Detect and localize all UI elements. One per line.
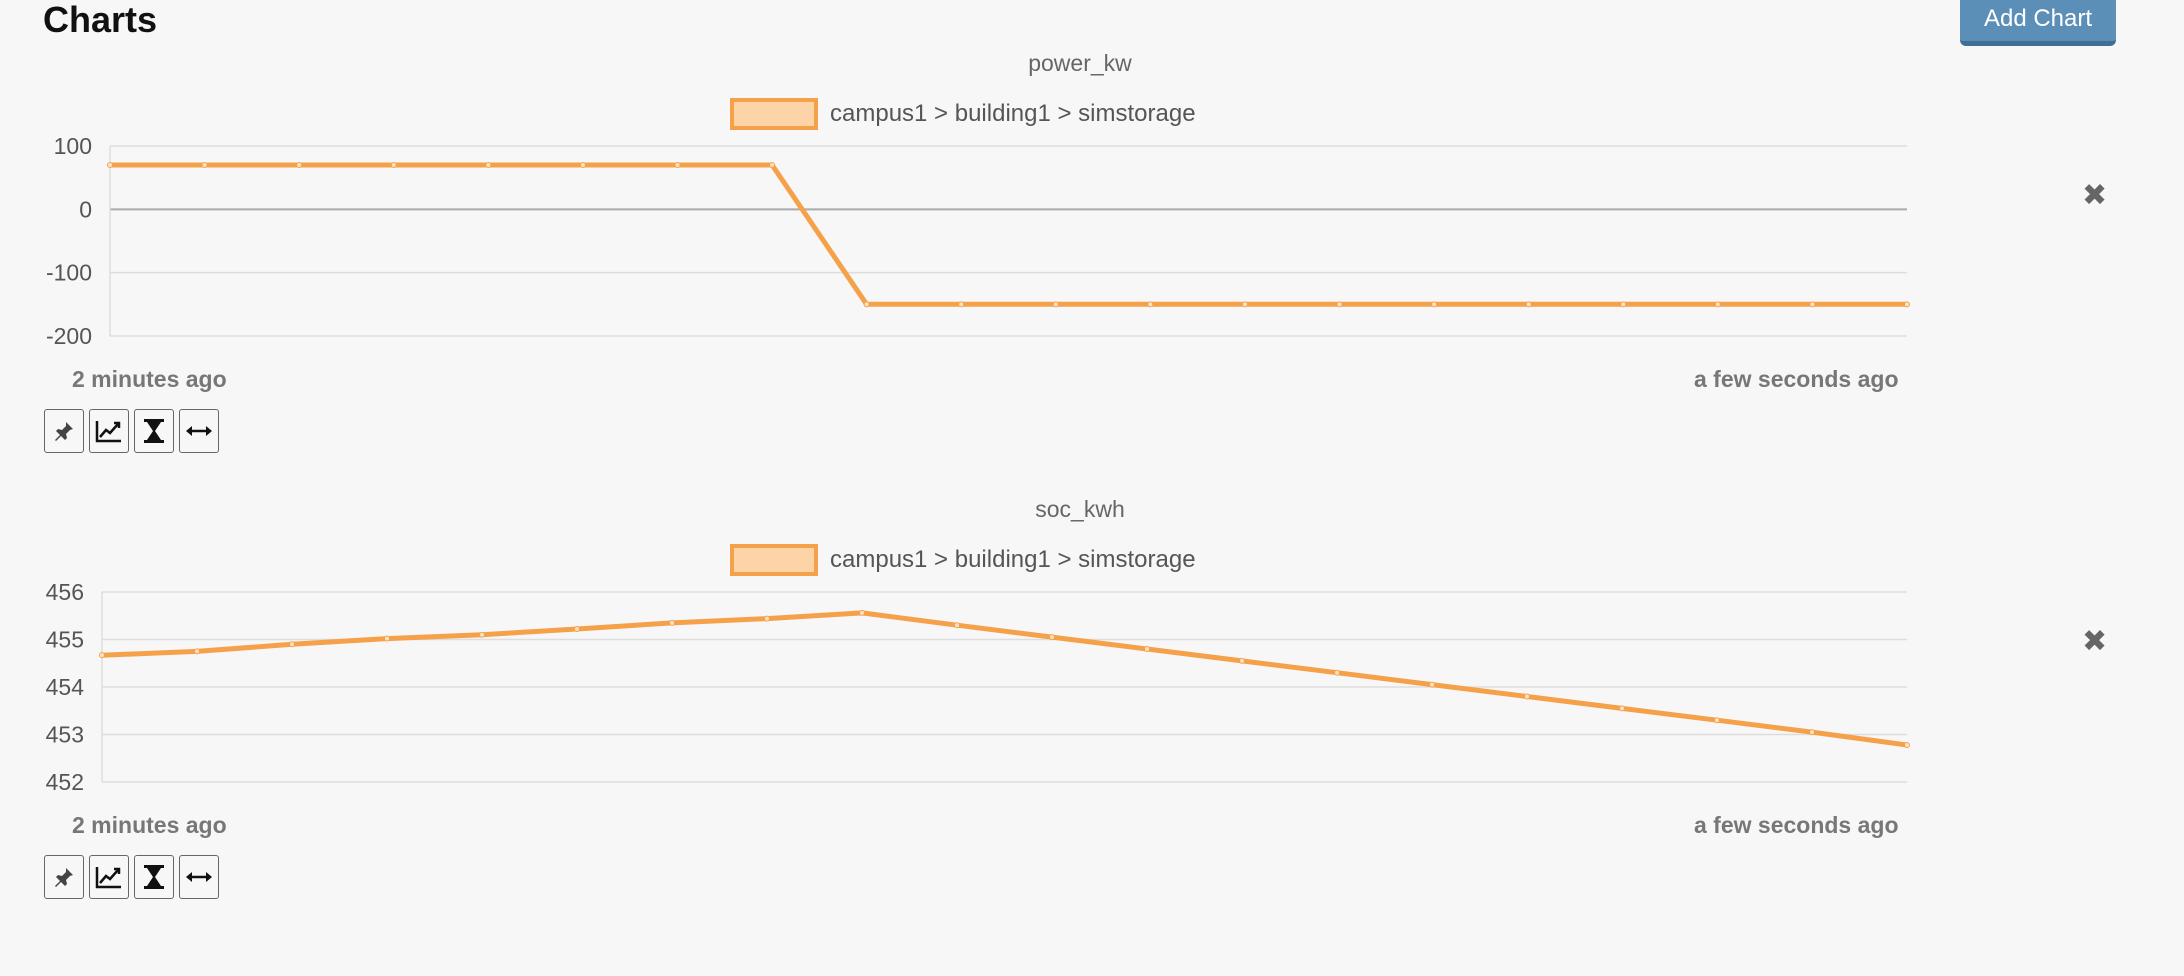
line-chart-icon bbox=[95, 867, 121, 889]
data-point bbox=[390, 162, 397, 168]
page-title: Charts bbox=[43, 0, 158, 40]
data-point bbox=[769, 162, 776, 168]
y-tick-label: 0 bbox=[79, 196, 92, 222]
data-point bbox=[1144, 646, 1150, 652]
data-point bbox=[1809, 729, 1815, 736]
resize-button[interactable] bbox=[179, 409, 219, 453]
data-point bbox=[485, 162, 492, 168]
chart-toolbar bbox=[44, 409, 219, 453]
y-tick-label: -100 bbox=[46, 260, 92, 286]
data-point bbox=[579, 162, 586, 168]
data-point bbox=[99, 652, 105, 659]
data-point bbox=[863, 301, 870, 308]
data-point bbox=[384, 635, 390, 642]
hourglass-button[interactable] bbox=[134, 409, 174, 453]
data-point bbox=[1714, 717, 1720, 724]
data-point bbox=[1524, 693, 1530, 700]
hourglass-button[interactable] bbox=[134, 855, 174, 899]
y-tick-label: 452 bbox=[46, 769, 84, 795]
series-line bbox=[110, 162, 1907, 307]
data-point bbox=[669, 619, 675, 626]
y-tick-label: -200 bbox=[46, 323, 92, 349]
data-point bbox=[1241, 301, 1248, 308]
line-chart[interactable]: 456 455 454 453 452 bbox=[0, 446, 2184, 926]
chart-title: power_kw bbox=[1028, 50, 1132, 76]
chart-legend[interactable]: campus1 > building1 > simstorage bbox=[730, 544, 1196, 576]
pin-button[interactable] bbox=[44, 855, 84, 899]
pin-button[interactable] bbox=[44, 409, 84, 453]
data-point bbox=[1336, 301, 1343, 308]
line-chart-button[interactable] bbox=[89, 409, 129, 453]
series-line bbox=[101, 610, 1908, 748]
legend-label: campus1 > building1 > simstorage bbox=[830, 100, 1196, 127]
y-tick-label: 100 bbox=[54, 133, 92, 159]
data-point bbox=[296, 162, 303, 168]
y-tick-label: 453 bbox=[46, 722, 84, 748]
data-point bbox=[764, 615, 770, 622]
y-tick-label: 455 bbox=[46, 627, 84, 653]
data-point bbox=[1334, 669, 1340, 676]
data-point bbox=[954, 622, 960, 629]
x-start-label: 2 minutes ago bbox=[72, 812, 227, 838]
chart-title: soc_kwh bbox=[1035, 496, 1125, 522]
data-point bbox=[1147, 301, 1154, 308]
data-point bbox=[289, 641, 295, 648]
data-point bbox=[1619, 705, 1625, 712]
chart-legend[interactable]: campus1 > building1 > simstorage bbox=[730, 98, 1196, 130]
remove-chart-button[interactable]: ✖ bbox=[2082, 625, 2108, 658]
line-chart-icon bbox=[95, 421, 121, 443]
legend-swatch bbox=[730, 98, 818, 130]
resize-icon bbox=[186, 426, 212, 436]
data-point bbox=[1809, 301, 1816, 308]
remove-chart-button[interactable]: ✖ bbox=[2082, 179, 2108, 212]
data-point bbox=[1904, 741, 1910, 748]
data-point bbox=[574, 626, 580, 633]
line-chart-button[interactable] bbox=[89, 855, 129, 899]
pin-icon bbox=[55, 422, 73, 441]
legend-swatch bbox=[730, 544, 818, 576]
data-point bbox=[1525, 301, 1532, 308]
data-point bbox=[674, 162, 681, 168]
data-point bbox=[1431, 301, 1438, 308]
data-point bbox=[194, 648, 200, 655]
chart-panel-soc: soc_kwh campus1 > building1 > simstorage… bbox=[0, 446, 2184, 926]
x-end-label: a few seconds ago bbox=[1694, 812, 1899, 838]
chart-toolbar bbox=[44, 855, 219, 899]
x-end-label: a few seconds ago bbox=[1694, 366, 1899, 392]
data-point bbox=[201, 162, 208, 168]
data-point bbox=[1052, 301, 1059, 308]
y-tick-label: 456 bbox=[46, 579, 84, 605]
hourglass-icon bbox=[144, 865, 164, 889]
chart-panel-power: power_kw campus1 > building1 > simstorag… bbox=[0, 0, 2184, 470]
line-chart[interactable]: 100 0 -100 -200 bbox=[0, 0, 2184, 470]
resize-icon bbox=[186, 872, 212, 882]
data-point bbox=[107, 162, 113, 168]
legend-label: campus1 > building1 > simstorage bbox=[830, 546, 1196, 573]
data-point bbox=[1620, 301, 1627, 308]
x-start-label: 2 minutes ago bbox=[72, 366, 227, 392]
data-point bbox=[859, 609, 865, 616]
hourglass-icon bbox=[144, 419, 164, 443]
data-point bbox=[479, 631, 485, 638]
data-point bbox=[1904, 301, 1910, 308]
data-point bbox=[1714, 301, 1721, 308]
data-point bbox=[1239, 657, 1245, 664]
pin-icon bbox=[55, 868, 73, 887]
resize-button[interactable] bbox=[179, 855, 219, 899]
data-point bbox=[1049, 634, 1055, 641]
data-point bbox=[1429, 681, 1435, 688]
data-point bbox=[958, 301, 965, 308]
add-chart-button[interactable]: Add Chart bbox=[1960, 0, 2116, 46]
y-tick-label: 454 bbox=[46, 674, 85, 700]
